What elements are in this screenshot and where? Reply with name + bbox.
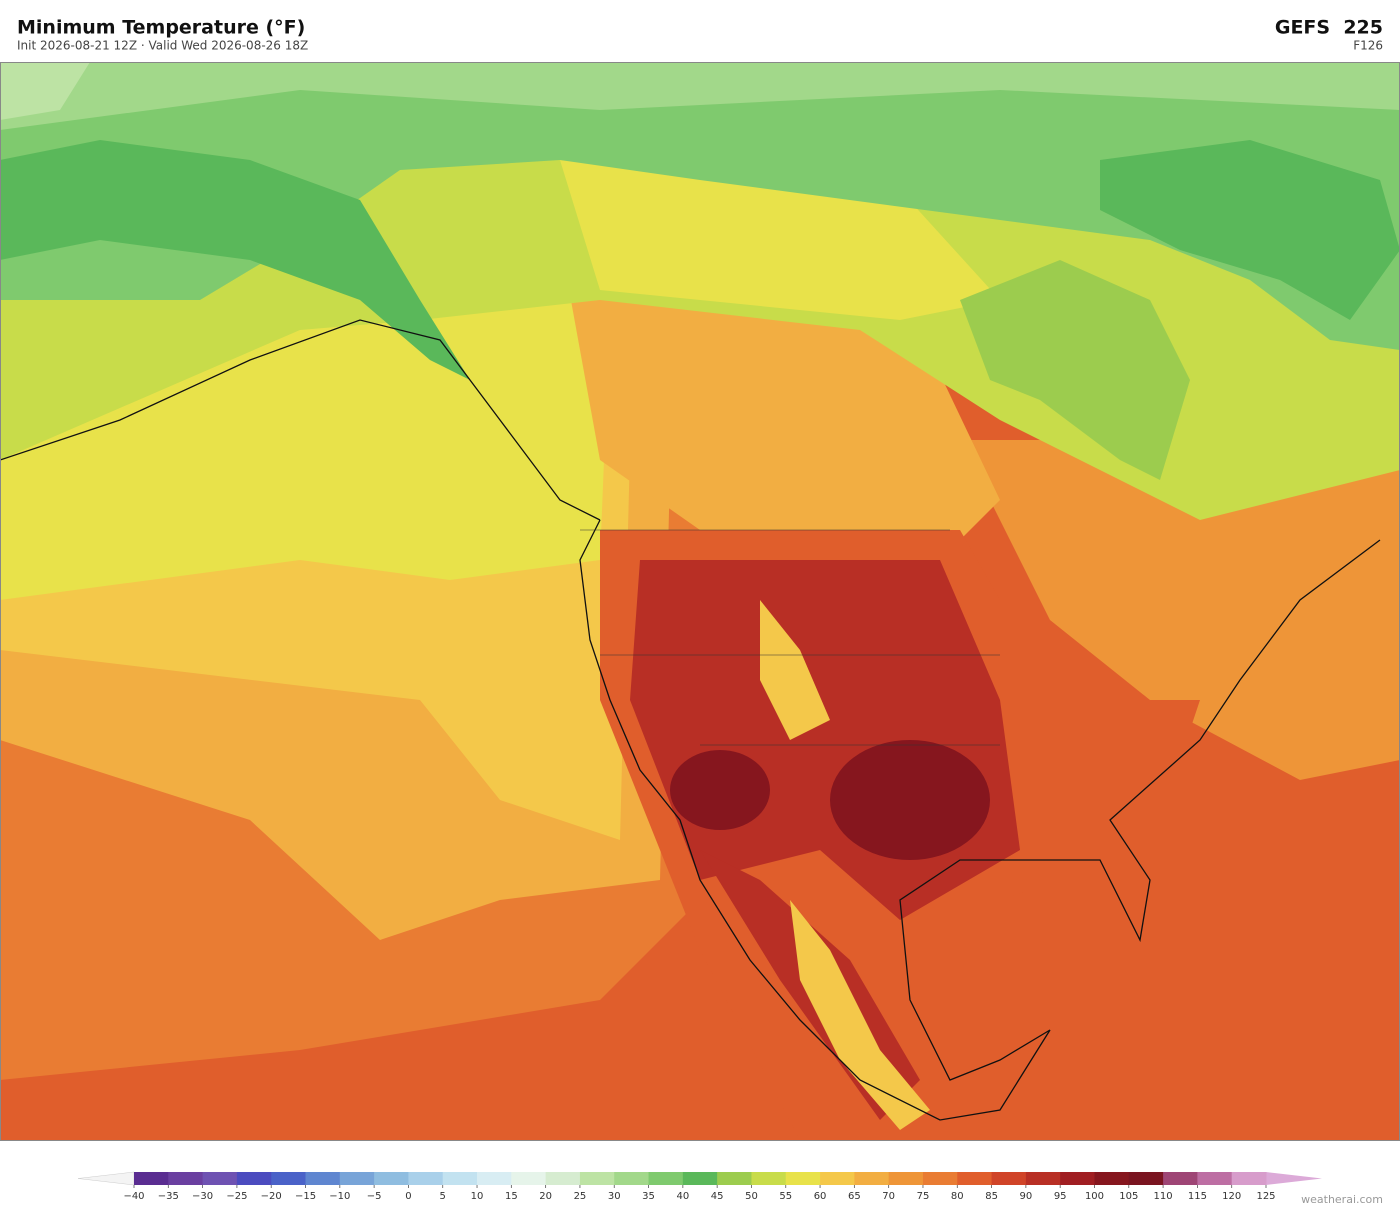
colorbar-tick-label: 105 bbox=[1119, 1191, 1138, 1202]
colorbar-bin bbox=[717, 1172, 752, 1185]
colorbar-tick-label: 115 bbox=[1188, 1191, 1207, 1202]
colorbar-tick-label: −40 bbox=[123, 1191, 144, 1202]
colorbar-bin bbox=[888, 1172, 924, 1185]
colorbar-tick-label: 90 bbox=[1020, 1191, 1033, 1202]
colorbar-over bbox=[1266, 1172, 1322, 1185]
colorbar-tick-label: −5 bbox=[367, 1191, 382, 1202]
colorbar-tick-label: 0 bbox=[405, 1191, 411, 1202]
colorbar-bin bbox=[168, 1172, 204, 1185]
colorbar-bin bbox=[991, 1172, 1027, 1185]
colorbar-tick-label: −10 bbox=[329, 1191, 350, 1202]
colorbar-tick-label: −25 bbox=[226, 1191, 247, 1202]
colorbar-tick-label: 25 bbox=[574, 1191, 587, 1202]
colorbar-tick-label: 125 bbox=[1256, 1191, 1275, 1202]
forecast-hour: F126 bbox=[1353, 39, 1383, 53]
colorbar-bin bbox=[1197, 1172, 1233, 1185]
colorbar-tick-label: 95 bbox=[1054, 1191, 1067, 1202]
colorbar-tick-label: 80 bbox=[951, 1191, 964, 1202]
colorbar-bin bbox=[922, 1172, 958, 1185]
colorbar-bin bbox=[614, 1172, 650, 1185]
title: Minimum Temperature (°F) bbox=[17, 17, 305, 39]
subtitle: Init 2026-08-21 12Z · Valid Wed 2026-08-… bbox=[17, 39, 308, 53]
colorbar-bin bbox=[134, 1172, 169, 1185]
colorbar-tick-label: 45 bbox=[711, 1191, 724, 1202]
temperature-field bbox=[0, 62, 1400, 1141]
colorbar-bin bbox=[579, 1172, 615, 1185]
colorbar-bin bbox=[1094, 1172, 1130, 1185]
colorbar-tick-label: 50 bbox=[745, 1191, 758, 1202]
colorbar-tick-label: 65 bbox=[848, 1191, 861, 1202]
colorbar-bin bbox=[854, 1172, 890, 1185]
colorbar-bin bbox=[236, 1172, 272, 1185]
colorbar-tick-label: −35 bbox=[158, 1191, 179, 1202]
colorbar-bin bbox=[374, 1172, 409, 1185]
colorbar-bin bbox=[305, 1172, 341, 1185]
colorbar-bin bbox=[1060, 1172, 1095, 1185]
colorbar-bin bbox=[202, 1172, 238, 1185]
model: GEFS 225 bbox=[1275, 17, 1383, 39]
colorbar-bin bbox=[1128, 1172, 1164, 1185]
colorbar-bin bbox=[442, 1172, 478, 1185]
colorbar-tick-label: 15 bbox=[505, 1191, 518, 1202]
colorbar-bin bbox=[682, 1172, 718, 1185]
colorbar-bin bbox=[271, 1172, 307, 1185]
colorbar-bin bbox=[648, 1172, 684, 1185]
map bbox=[0, 62, 1400, 1141]
colorbar-tick-label: −20 bbox=[261, 1191, 282, 1202]
colorbar-bin bbox=[785, 1172, 821, 1185]
colorbar-bin bbox=[820, 1172, 855, 1185]
colorbar-tick-label: 35 bbox=[642, 1191, 655, 1202]
colorbar-bin bbox=[511, 1172, 547, 1185]
colorbar-tick-label: 120 bbox=[1222, 1191, 1241, 1202]
colorbar-tick-label: 110 bbox=[1154, 1191, 1173, 1202]
colorbar-bin bbox=[957, 1172, 993, 1185]
colorbar-tick-label: 20 bbox=[539, 1191, 552, 1202]
watermark: weatherai.com bbox=[1301, 1193, 1383, 1206]
colorbar-tick-label: 75 bbox=[917, 1191, 930, 1202]
colorbar-tick-label: 10 bbox=[471, 1191, 484, 1202]
colorbar-tick-label: 55 bbox=[779, 1191, 792, 1202]
colorbar-bin bbox=[1163, 1172, 1198, 1185]
colorbar-bin bbox=[545, 1172, 581, 1185]
colorbar-tick-label: 100 bbox=[1085, 1191, 1104, 1202]
colorbar-bin bbox=[1025, 1172, 1061, 1185]
colorbar-tick-label: 30 bbox=[608, 1191, 621, 1202]
colorbar-tick-label: 70 bbox=[882, 1191, 895, 1202]
colorbar-under bbox=[77, 1171, 135, 1186]
colorbar-tick-label: 40 bbox=[676, 1191, 689, 1202]
colorbar-tick-label: −30 bbox=[192, 1191, 213, 1202]
colorbar-bin bbox=[751, 1172, 787, 1185]
colorbar-bin bbox=[1231, 1172, 1267, 1185]
colorbar-tick-label: 85 bbox=[985, 1191, 998, 1202]
colorbar-bin bbox=[408, 1172, 444, 1185]
colorbar-tick-label: −15 bbox=[295, 1191, 316, 1202]
colorbar-tick-label: 5 bbox=[440, 1191, 446, 1202]
colorbar-bin bbox=[339, 1172, 375, 1185]
colorbar: −40 −35 −30 −25 −20 −15 −10 −5 0 5 10 15 20 25 30 35 40 4… bbox=[77, 1171, 1322, 1202]
colorbar-tick-label: 60 bbox=[814, 1191, 827, 1202]
colorbar-bin bbox=[477, 1172, 512, 1185]
